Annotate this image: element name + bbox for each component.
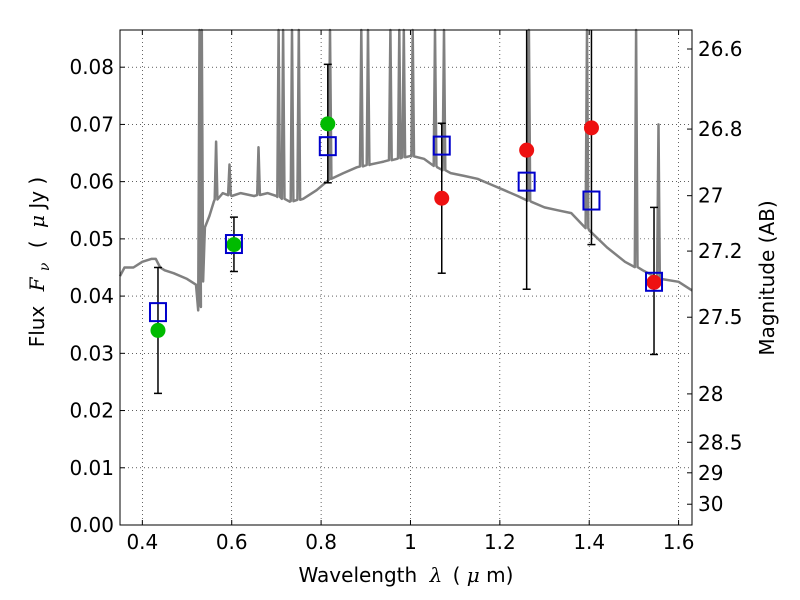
measured-flux-point <box>150 322 166 338</box>
y-tick-label: 0.05 <box>69 227 114 251</box>
x-tick-label: 0.6 <box>216 530 248 554</box>
x-tick-label: 1 <box>404 530 417 554</box>
x-tick-label: 1.2 <box>484 530 516 554</box>
y-tick-label: 0.02 <box>69 399 114 423</box>
y-axis-label-symbol: F <box>25 276 49 292</box>
x-axis-label-text: Wavelength <box>299 563 418 587</box>
model-spectrum <box>118 28 693 312</box>
y-tick-label: 0.08 <box>69 55 114 79</box>
x-axis-label-rest: m) <box>486 563 513 587</box>
grid-lines <box>120 30 692 526</box>
model-band-flux-square <box>224 234 243 255</box>
y-tick-label: 0.06 <box>69 170 114 194</box>
x-tick-label: 1.6 <box>663 530 695 554</box>
model-band-flux-square <box>148 302 167 323</box>
y-axis-label: Flux F ν ( μ Jy ) <box>25 177 54 348</box>
y-tick-label: 0.04 <box>69 284 114 308</box>
magnitude-tick-label: 29 <box>698 461 723 485</box>
y-tick-label: 0.00 <box>69 513 114 537</box>
magnitude-tick-label: 27.2 <box>698 239 743 263</box>
measured-flux-point <box>646 274 662 290</box>
model-band-flux-square <box>318 136 337 157</box>
model-band-flux-square <box>432 135 451 156</box>
y-axis-label-sub: ν <box>37 262 53 271</box>
magnitude-tick-label: 28 <box>698 382 723 406</box>
measured-flux-point <box>519 142 535 158</box>
x-axis-label-open: ( <box>453 563 461 587</box>
x-tick-label: 0.8 <box>305 530 337 554</box>
x-axis-label-mu: μ <box>467 563 480 587</box>
y-axis-label-rest: Jy ) <box>25 177 49 211</box>
x-axis-label: Wavelength λ ( μ m) <box>299 563 514 587</box>
magnitude-tick-label: 27.5 <box>698 305 743 329</box>
x-tick-label: 0.4 <box>126 530 158 554</box>
measured-flux-point <box>320 116 336 132</box>
y-tick-label: 0.01 <box>69 456 114 480</box>
model-band-flux-square <box>582 190 601 211</box>
x-axis-label-symbol: λ <box>429 563 443 587</box>
magnitude-tick-label: 30 <box>698 492 723 516</box>
measured-flux-point <box>434 190 450 206</box>
y-axis-label-open: ( <box>25 240 49 248</box>
axis-ticks: 0.4 0.6 0.8 1 1.2 1.4 1.6 0.00 0.01 0.02 0.03 0.04 0… <box>69 30 743 554</box>
magnitude-tick-label: 27 <box>698 184 723 208</box>
x-tick-label: 1.4 <box>573 530 605 554</box>
model-spectrum-line <box>118 28 693 312</box>
data-points <box>148 116 664 338</box>
y-tick-label: 0.03 <box>69 341 114 365</box>
y-axis-label-text: Flux <box>25 306 49 348</box>
magnitude-tick-label: 26.6 <box>698 37 743 61</box>
y-tick-label: 0.07 <box>69 112 114 136</box>
error-bars <box>153 30 659 395</box>
measured-flux-point <box>583 120 599 136</box>
plot-frame <box>119 29 693 526</box>
measured-flux-point <box>226 237 242 253</box>
magnitude-tick-label: 28.5 <box>698 430 743 454</box>
model-band-flux-square <box>645 271 664 292</box>
y-axis-label-mu: μ <box>25 215 49 228</box>
magnitude-tick-label: 26.8 <box>698 117 743 141</box>
magnitude-axis-label: Magnitude (AB) <box>755 200 779 355</box>
model-band-flux-square <box>517 171 536 192</box>
